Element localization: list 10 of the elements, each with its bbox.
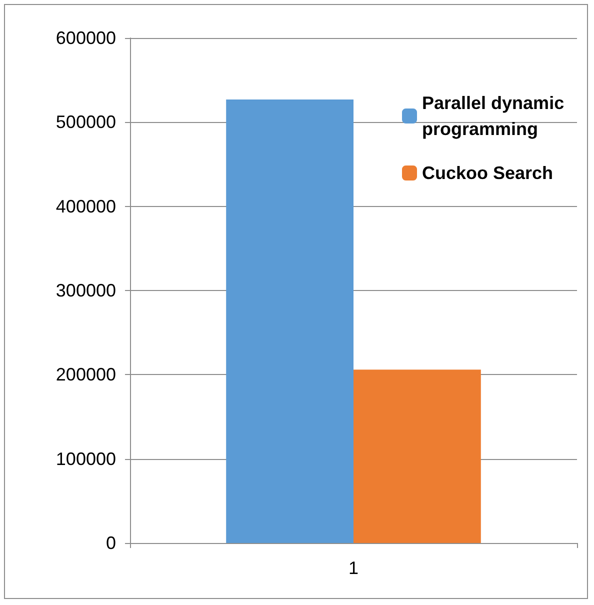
legend-label: Parallel dynamic programming	[422, 93, 570, 139]
x-tick-label: 1	[348, 558, 359, 578]
y-tick-label: 100000	[56, 448, 116, 469]
legend-label: Cuckoo Search	[422, 163, 554, 183]
y-tick-label: 600000	[56, 28, 116, 48]
y-tick-label: 0	[106, 533, 116, 553]
y-tick-label: 300000	[56, 280, 116, 300]
y-tick-label: 500000	[56, 112, 116, 132]
y-tick-label: 200000	[56, 364, 116, 385]
y-tick-label: 400000	[56, 196, 116, 216]
